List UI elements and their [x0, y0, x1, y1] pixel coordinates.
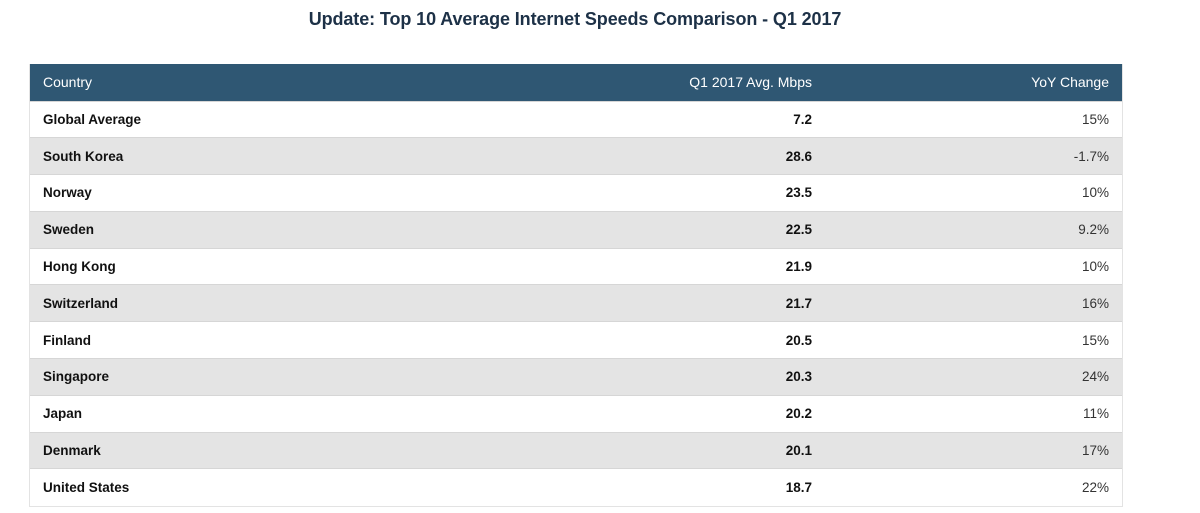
cell-yoy: 9.2% — [825, 210, 1122, 249]
cell-speed: 21.7 — [410, 284, 825, 322]
cell-yoy: 11% — [825, 394, 1122, 433]
cell-speed: 20.1 — [410, 431, 825, 469]
table-row: Singapore 20.3 24% — [30, 358, 1122, 396]
table-row: Global Average 7.2 15% — [30, 100, 1122, 138]
table-row: United States 18.7 22% — [30, 468, 1122, 506]
cell-country: Switzerland — [30, 284, 410, 322]
table-row: Finland 20.5 15% — [30, 321, 1122, 359]
cell-speed: 23.5 — [410, 174, 825, 212]
cell-yoy: 16% — [825, 284, 1122, 322]
table-row: Norway 23.5 10% — [30, 174, 1122, 212]
column-header-speed: Q1 2017 Avg. Mbps — [410, 64, 825, 101]
cell-speed: 22.5 — [410, 210, 825, 249]
cell-country: Japan — [30, 394, 410, 433]
cell-yoy: 10% — [825, 174, 1122, 212]
cell-country: Denmark — [30, 431, 410, 469]
column-header-country: Country — [30, 64, 410, 101]
table-row: Switzerland 21.7 16% — [30, 284, 1122, 322]
cell-country: Singapore — [30, 358, 410, 396]
cell-speed: 20.2 — [410, 394, 825, 433]
cell-yoy: 17% — [825, 431, 1122, 469]
cell-yoy: 24% — [825, 358, 1122, 396]
speeds-table: Country Q1 2017 Avg. Mbps YoY Change Glo… — [29, 64, 1123, 507]
chart-title: Update: Top 10 Average Internet Speeds C… — [308, 9, 842, 29]
table-row: Sweden 22.5 9.2% — [30, 210, 1122, 249]
cell-speed: 28.6 — [410, 137, 825, 175]
cell-speed: 21.9 — [410, 247, 825, 285]
cell-yoy: -1.7% — [825, 137, 1122, 175]
cell-speed: 18.7 — [410, 468, 825, 506]
cell-country: Finland — [30, 321, 410, 359]
cell-country: Sweden — [30, 210, 410, 249]
header-row: Country Q1 2017 Avg. Mbps YoY Change — [30, 64, 1122, 101]
cell-country: Norway — [30, 174, 410, 212]
table-row: Denmark 20.1 17% — [30, 431, 1122, 469]
cell-speed: 7.2 — [410, 100, 825, 138]
column-header-yoy: YoY Change — [825, 64, 1122, 101]
cell-country: Global Average — [30, 100, 410, 138]
table-row: South Korea 28.6 -1.7% — [30, 137, 1122, 175]
cell-speed: 20.3 — [410, 358, 825, 396]
cell-yoy: 15% — [825, 321, 1122, 359]
table-row: Hong Kong 21.9 10% — [30, 247, 1122, 285]
cell-country: United States — [30, 468, 410, 506]
cell-speed: 20.5 — [410, 321, 825, 359]
cell-yoy: 22% — [825, 468, 1122, 506]
data-table: Country Q1 2017 Avg. Mbps YoY Change Glo… — [30, 64, 1122, 506]
cell-yoy: 15% — [825, 100, 1122, 138]
cell-yoy: 10% — [825, 247, 1122, 285]
cell-country: South Korea — [30, 137, 410, 175]
cell-country: Hong Kong — [30, 247, 410, 285]
table-row: Japan 20.2 11% — [30, 394, 1122, 433]
